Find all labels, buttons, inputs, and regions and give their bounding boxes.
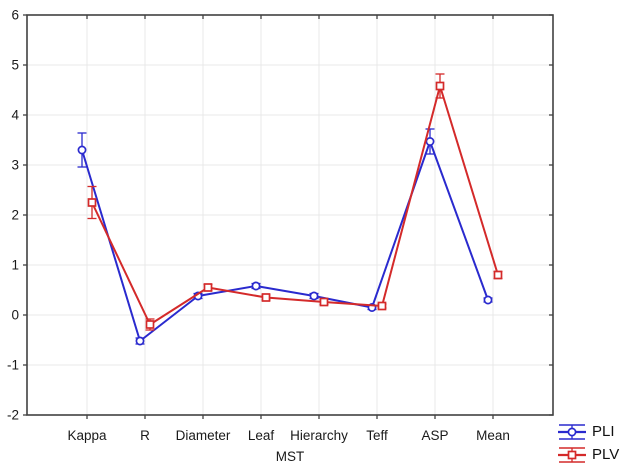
y-tick-label: 1 (11, 258, 19, 273)
data-point-marker (493, 270, 503, 280)
x-category-label: R (140, 428, 150, 443)
legend-glyph-canvas (558, 447, 586, 463)
series-plv (87, 73, 503, 331)
data-point-marker (435, 81, 445, 91)
legend-item-plv: PLV (557, 444, 631, 466)
y-tick-label: 6 (11, 8, 19, 23)
x-category-label: Hierarchy (290, 428, 348, 443)
legend: PLI PLV (557, 421, 631, 466)
data-point-marker (309, 291, 319, 301)
pli-errorbar-marker-icon (557, 422, 587, 442)
plv-errorbar-marker-icon (557, 445, 587, 465)
data-point-marker (251, 281, 261, 291)
y-tick-label: 3 (11, 158, 19, 173)
series-line (81, 140, 489, 342)
data-point-marker (377, 301, 387, 311)
y-tick-label: 0 (11, 308, 19, 323)
data-point-marker (319, 297, 329, 307)
legend-label: PLV (592, 446, 620, 463)
data-point-marker (77, 145, 87, 155)
x-category-label: Kappa (67, 428, 107, 443)
x-axis-title: MST (275, 449, 305, 464)
data-point-marker (203, 283, 213, 292)
data-point-marker (145, 320, 155, 329)
data-point-marker (425, 137, 435, 146)
y-tick-label: -1 (7, 358, 19, 373)
x-category-label: Leaf (248, 428, 275, 443)
y-tick-label: 4 (11, 108, 19, 123)
series-pli (77, 128, 493, 346)
legend-label: PLI (592, 423, 615, 440)
series-line (91, 85, 499, 326)
data-point-marker (483, 295, 493, 305)
data-point-marker (261, 293, 271, 302)
data-point-marker (87, 198, 97, 207)
y-tick-label: 5 (11, 58, 19, 73)
legend-glyph-canvas (558, 424, 586, 440)
x-category-label: Mean (476, 428, 510, 443)
x-category-label: Diameter (176, 428, 231, 443)
legend-item-pli: PLI (557, 421, 631, 443)
y-tick-label: -2 (7, 408, 19, 423)
y-tick-label: 2 (11, 208, 19, 223)
data-point-marker (135, 336, 145, 346)
x-category-label: Teff (366, 428, 388, 443)
x-category-label: ASP (421, 428, 448, 443)
